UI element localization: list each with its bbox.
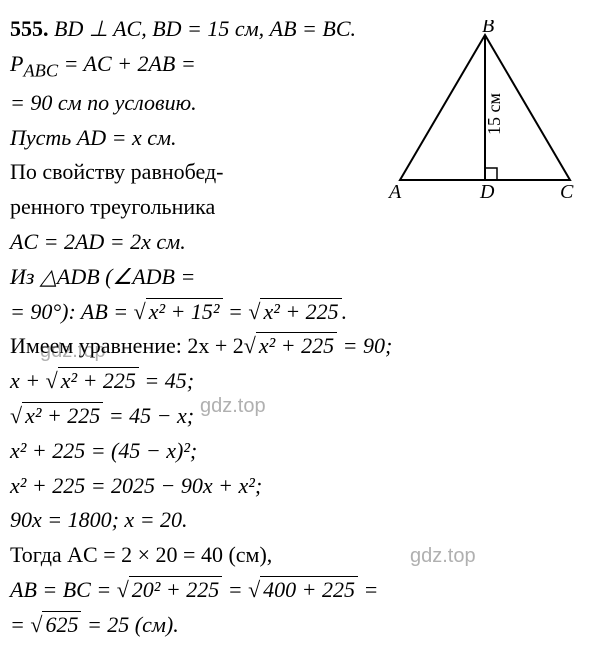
line-15: 90x = 1800; x = 20. bbox=[10, 505, 590, 536]
vertex-d: D bbox=[479, 181, 495, 203]
vertex-a: A bbox=[387, 181, 402, 203]
line-5: По свойству равнобед- bbox=[10, 157, 370, 188]
line-1: 555. BD ⊥ AC, BD = 15 см, AB = BC. bbox=[10, 14, 370, 45]
line-17: AB = BC = √20² + 225 = √400 + 225 = bbox=[10, 575, 590, 606]
problem-number: 555. bbox=[10, 16, 49, 41]
given-text: BD ⊥ AC, BD = 15 см, AB = BC. bbox=[54, 16, 356, 41]
line-4: Пусть AD = x см. bbox=[10, 123, 370, 154]
line-8: Из △ADB (∠ADB = bbox=[10, 262, 370, 293]
line-3: = 90 см по условию. bbox=[10, 88, 370, 119]
line-9: = 90°): AB = √x² + 15² = √x² + 225. bbox=[10, 297, 590, 328]
vertex-c: C bbox=[560, 181, 574, 203]
height-label: 15 см bbox=[484, 93, 504, 135]
line-11: x + √x² + 225 = 45; bbox=[10, 366, 590, 397]
line-16: Тогда AC = 2 × 20 = 40 (см), bbox=[10, 540, 590, 571]
line-18: = √625 = 25 (см). bbox=[10, 610, 590, 641]
line-2: PABC = AC + 2AB = bbox=[10, 49, 370, 84]
line-12: √x² + 225 = 45 − x; bbox=[10, 401, 590, 432]
line-7: AC = 2AD = 2x см. bbox=[10, 227, 370, 258]
line-14: x² + 225 = 2025 − 90x + x²; bbox=[10, 471, 590, 502]
line-10: Имеем уравнение: 2x + 2√x² + 225 = 90; bbox=[10, 331, 590, 362]
triangle-diagram: B A C D 15 см bbox=[385, 20, 585, 210]
line-6: ренного треугольника bbox=[10, 192, 370, 223]
vertex-b: B bbox=[482, 20, 494, 37]
line-13: x² + 225 = (45 − x)²; bbox=[10, 436, 590, 467]
